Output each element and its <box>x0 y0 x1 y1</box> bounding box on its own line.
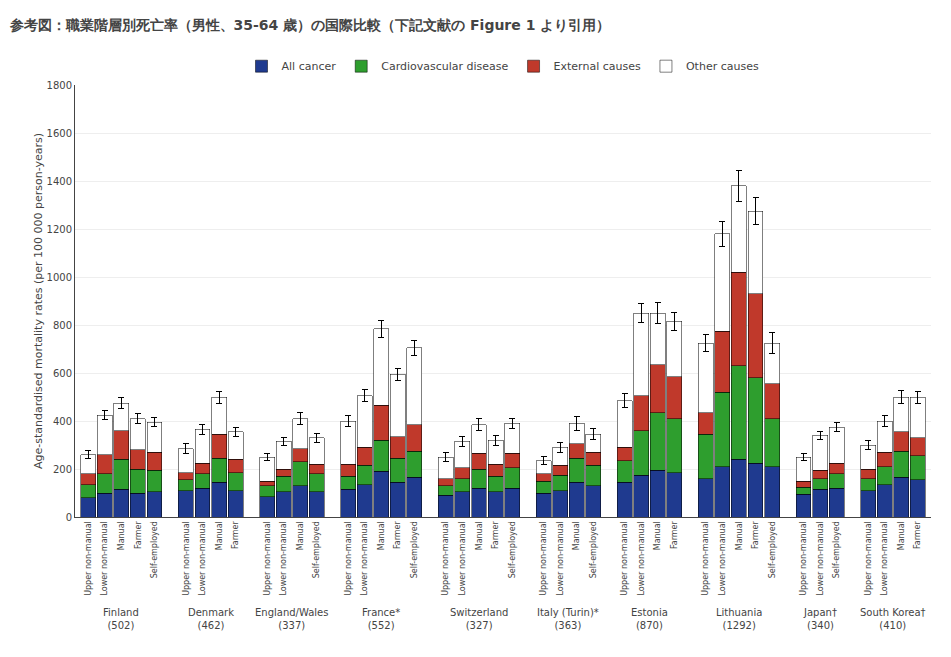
svg-text:Lower non-manual: Lower non-manual <box>718 521 727 595</box>
svg-text:400: 400 <box>53 416 72 427</box>
svg-text:600: 600 <box>53 368 72 379</box>
svg-text:England/Wales(337): England/Wales(337) <box>255 607 328 631</box>
svg-text:Self-employed: Self-employed <box>768 521 777 578</box>
svg-text:Estonia(870): Estonia(870) <box>631 607 668 631</box>
svg-text:Manual: Manual <box>735 521 744 550</box>
svg-text:Upper non-manual: Upper non-manual <box>182 521 191 596</box>
svg-text:Lower non-manual: Lower non-manual <box>556 521 565 595</box>
svg-text:Lower non-manual: Lower non-manual <box>816 521 825 595</box>
svg-text:External causes: External causes <box>554 60 641 73</box>
svg-text:1400: 1400 <box>47 176 72 187</box>
svg-text:Upper non-manual: Upper non-manual <box>344 521 353 596</box>
svg-text:Self-employed: Self-employed <box>410 521 419 578</box>
svg-text:Manual: Manual <box>377 521 386 550</box>
svg-text:Lower non-manual: Lower non-manual <box>637 521 646 595</box>
svg-text:Switzerland(327): Switzerland(327) <box>450 607 508 631</box>
svg-text:Self-employed: Self-employed <box>832 521 841 578</box>
svg-text:Italy (Turin)*(363): Italy (Turin)*(363) <box>537 607 599 631</box>
svg-text:200: 200 <box>53 464 72 475</box>
svg-text:All cancer: All cancer <box>282 60 337 73</box>
svg-text:Self-employed: Self-employed <box>150 521 159 578</box>
svg-text:Farmer: Farmer <box>913 520 922 549</box>
svg-text:Self-employed: Self-employed <box>312 521 321 578</box>
svg-text:Manual: Manual <box>215 521 224 550</box>
svg-text:800: 800 <box>53 320 72 331</box>
svg-text:1200: 1200 <box>47 224 72 235</box>
svg-text:Denmark(462): Denmark(462) <box>188 607 234 631</box>
svg-text:Finland(502): Finland(502) <box>103 607 139 631</box>
svg-text:1800: 1800 <box>47 80 72 91</box>
svg-text:Lower non-manual: Lower non-manual <box>100 521 109 595</box>
svg-text:Manual: Manual <box>897 521 906 550</box>
svg-text:Age-standardised mortality rat: Age-standardised mortality rates (per 10… <box>32 133 45 469</box>
svg-text:Upper non-manual: Upper non-manual <box>84 521 93 596</box>
svg-text:Lower non-manual: Lower non-manual <box>880 521 889 595</box>
svg-text:Japan†(340): Japan†(340) <box>803 607 837 631</box>
svg-text:Manual: Manual <box>653 521 662 550</box>
svg-text:Lower non-manual: Lower non-manual <box>360 521 369 595</box>
svg-text:Farmer: Farmer <box>491 520 500 549</box>
svg-text:South Korea†(410): South Korea†(410) <box>860 607 926 631</box>
svg-text:0: 0 <box>66 512 72 523</box>
svg-text:Other causes: Other causes <box>686 60 759 73</box>
svg-text:参考図：職業階層別死亡率（男性、35-64 歳）の国際比較（: 参考図：職業階層別死亡率（男性、35-64 歳）の国際比較（下記文献の Figu… <box>9 17 611 33</box>
svg-text:Self-employed: Self-employed <box>589 521 598 578</box>
svg-text:France*(552): France*(552) <box>362 607 400 631</box>
svg-text:Farmer: Farmer <box>231 520 240 549</box>
svg-text:Upper non-manual: Upper non-manual <box>864 521 873 596</box>
svg-text:Lower non-manual: Lower non-manual <box>198 521 207 595</box>
svg-text:Lower non-manual: Lower non-manual <box>458 521 467 595</box>
svg-text:Upper non-manual: Upper non-manual <box>799 521 808 596</box>
svg-text:Farmer: Farmer <box>393 520 402 549</box>
svg-text:Upper non-manual: Upper non-manual <box>539 521 548 596</box>
svg-text:Manual: Manual <box>475 521 484 550</box>
svg-text:Upper non-manual: Upper non-manual <box>620 521 629 596</box>
svg-text:Farmer: Farmer <box>134 520 143 549</box>
svg-text:Manual: Manual <box>117 521 126 550</box>
svg-text:Upper non-manual: Upper non-manual <box>263 521 272 596</box>
svg-text:Manual: Manual <box>572 521 581 550</box>
svg-text:Farmer: Farmer <box>751 520 760 549</box>
svg-text:Cardiovascular disease: Cardiovascular disease <box>381 60 508 73</box>
svg-text:Self-employed: Self-employed <box>508 521 517 578</box>
svg-text:Lithuania(1292): Lithuania(1292) <box>716 607 762 631</box>
svg-text:1600: 1600 <box>47 128 72 139</box>
svg-text:Farmer: Farmer <box>670 520 679 549</box>
svg-text:1000: 1000 <box>47 272 72 283</box>
svg-text:Manual: Manual <box>296 521 305 550</box>
svg-text:Upper non-manual: Upper non-manual <box>441 521 450 596</box>
svg-text:Upper non-manual: Upper non-manual <box>701 521 710 596</box>
svg-text:Lower non-manual: Lower non-manual <box>279 521 288 595</box>
